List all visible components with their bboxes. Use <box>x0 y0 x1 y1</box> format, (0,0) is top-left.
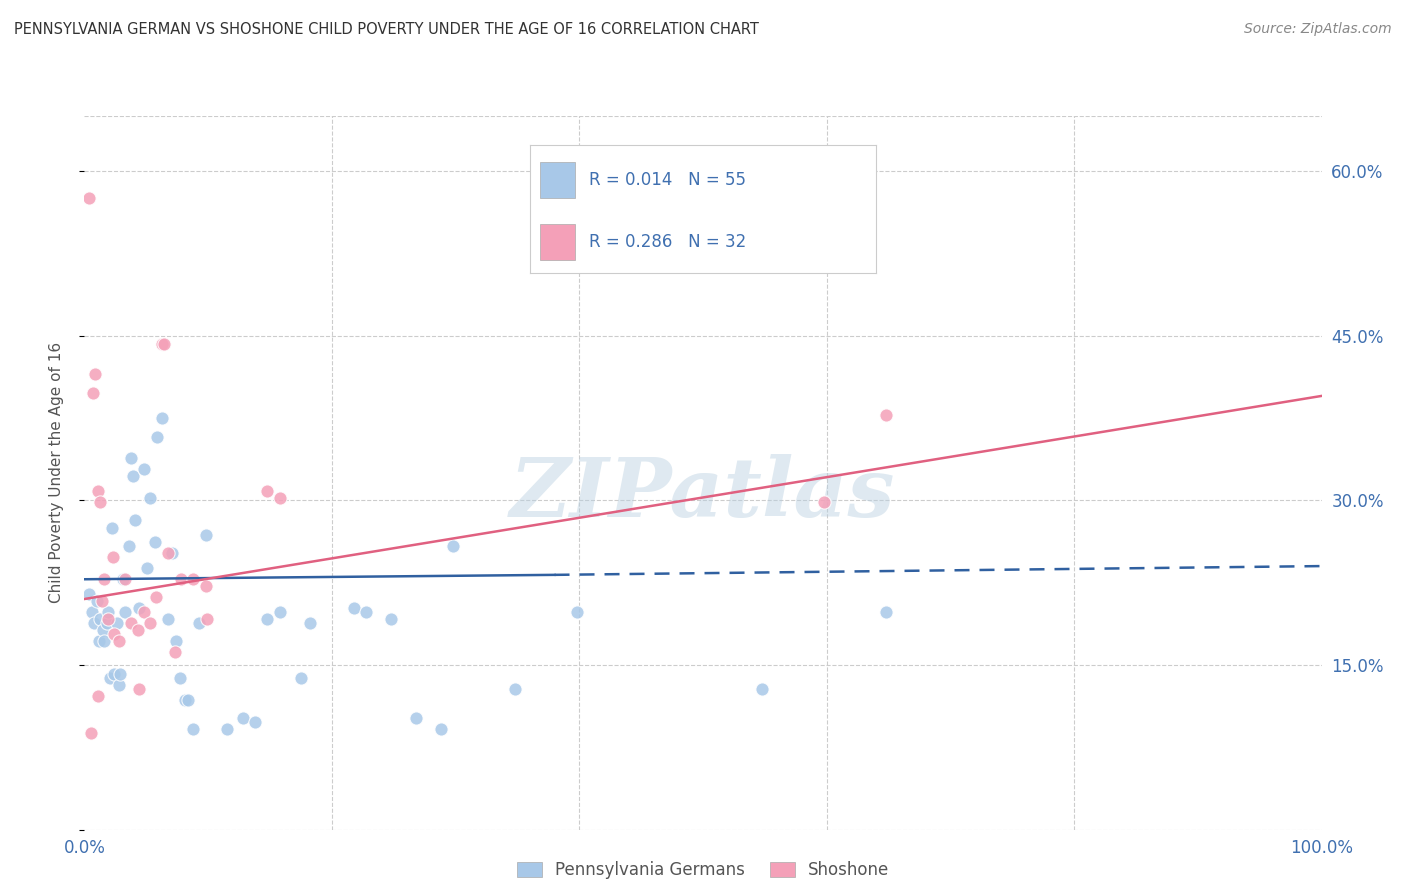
Point <box>139 616 162 631</box>
Point <box>79 586 101 600</box>
Point <box>429 722 451 736</box>
Point <box>875 408 897 422</box>
Point <box>269 605 291 619</box>
Point <box>343 600 366 615</box>
Point <box>100 521 122 535</box>
Point <box>875 605 897 619</box>
Point <box>86 594 108 608</box>
Point <box>93 572 115 586</box>
Point <box>128 600 150 615</box>
Point <box>169 671 191 685</box>
Point <box>177 693 200 707</box>
Point <box>163 645 186 659</box>
Point <box>157 612 180 626</box>
Point <box>103 666 125 681</box>
Point <box>89 495 111 509</box>
Point <box>150 410 173 425</box>
Point <box>146 429 169 443</box>
Point <box>143 535 166 549</box>
Point <box>181 722 204 736</box>
Point <box>152 337 174 351</box>
Point <box>136 561 159 575</box>
Point <box>97 612 120 626</box>
Point <box>503 681 526 696</box>
Point <box>243 714 266 729</box>
Point <box>405 710 427 724</box>
Point <box>380 612 402 626</box>
Point <box>565 605 588 619</box>
Point <box>89 633 111 648</box>
Point <box>298 616 321 631</box>
Point <box>194 579 217 593</box>
Text: PENNSYLVANIA GERMAN VS SHOSHONE CHILD POVERTY UNDER THE AGE OF 16 CORRELATION CH: PENNSYLVANIA GERMAN VS SHOSHONE CHILD PO… <box>14 22 759 37</box>
Point <box>108 633 131 648</box>
Point <box>256 612 278 626</box>
Point <box>101 550 124 565</box>
Point <box>232 710 254 724</box>
Point <box>89 612 111 626</box>
Point <box>356 605 378 619</box>
Point <box>256 484 278 499</box>
Point <box>195 612 218 626</box>
Point <box>98 671 121 685</box>
Y-axis label: Child Poverty Under the Age of 16: Child Poverty Under the Age of 16 <box>49 343 63 603</box>
Point <box>124 513 146 527</box>
Text: Source: ZipAtlas.com: Source: ZipAtlas.com <box>1244 22 1392 37</box>
Point <box>82 385 104 400</box>
Point <box>79 726 101 740</box>
Point <box>120 616 142 631</box>
Text: ZIPatlas: ZIPatlas <box>510 454 896 534</box>
Point <box>441 539 464 553</box>
Point <box>139 491 162 505</box>
Point <box>79 191 101 205</box>
Point <box>105 616 128 631</box>
Point <box>121 469 143 483</box>
Point <box>87 689 110 703</box>
Point <box>290 671 312 685</box>
Legend: Pennsylvania Germans, Shoshone: Pennsylvania Germans, Shoshone <box>510 855 896 886</box>
Point <box>128 681 150 696</box>
Point <box>165 633 187 648</box>
Point <box>188 616 211 631</box>
Point <box>160 546 183 560</box>
Point <box>132 462 155 476</box>
Point <box>114 605 136 619</box>
Point <box>813 495 835 509</box>
Point <box>145 590 167 604</box>
Point <box>157 546 180 560</box>
Point <box>83 616 105 631</box>
Point <box>87 484 110 499</box>
Point <box>170 572 193 586</box>
Point <box>108 678 131 692</box>
Point <box>90 594 112 608</box>
Point <box>181 572 204 586</box>
Point <box>110 666 132 681</box>
Point <box>96 616 118 631</box>
Point <box>194 528 217 542</box>
Point <box>118 539 141 553</box>
Point <box>84 367 107 381</box>
Point <box>111 572 134 586</box>
Point <box>80 605 103 619</box>
Point <box>751 681 773 696</box>
Point <box>127 623 149 637</box>
Point <box>150 337 173 351</box>
Point <box>173 693 195 707</box>
Point <box>132 605 155 619</box>
Point <box>103 627 125 641</box>
Point <box>114 572 136 586</box>
Point <box>91 623 114 637</box>
Point <box>97 605 120 619</box>
Point <box>269 491 291 505</box>
Point <box>215 722 238 736</box>
Point <box>120 451 142 466</box>
Point <box>93 633 115 648</box>
